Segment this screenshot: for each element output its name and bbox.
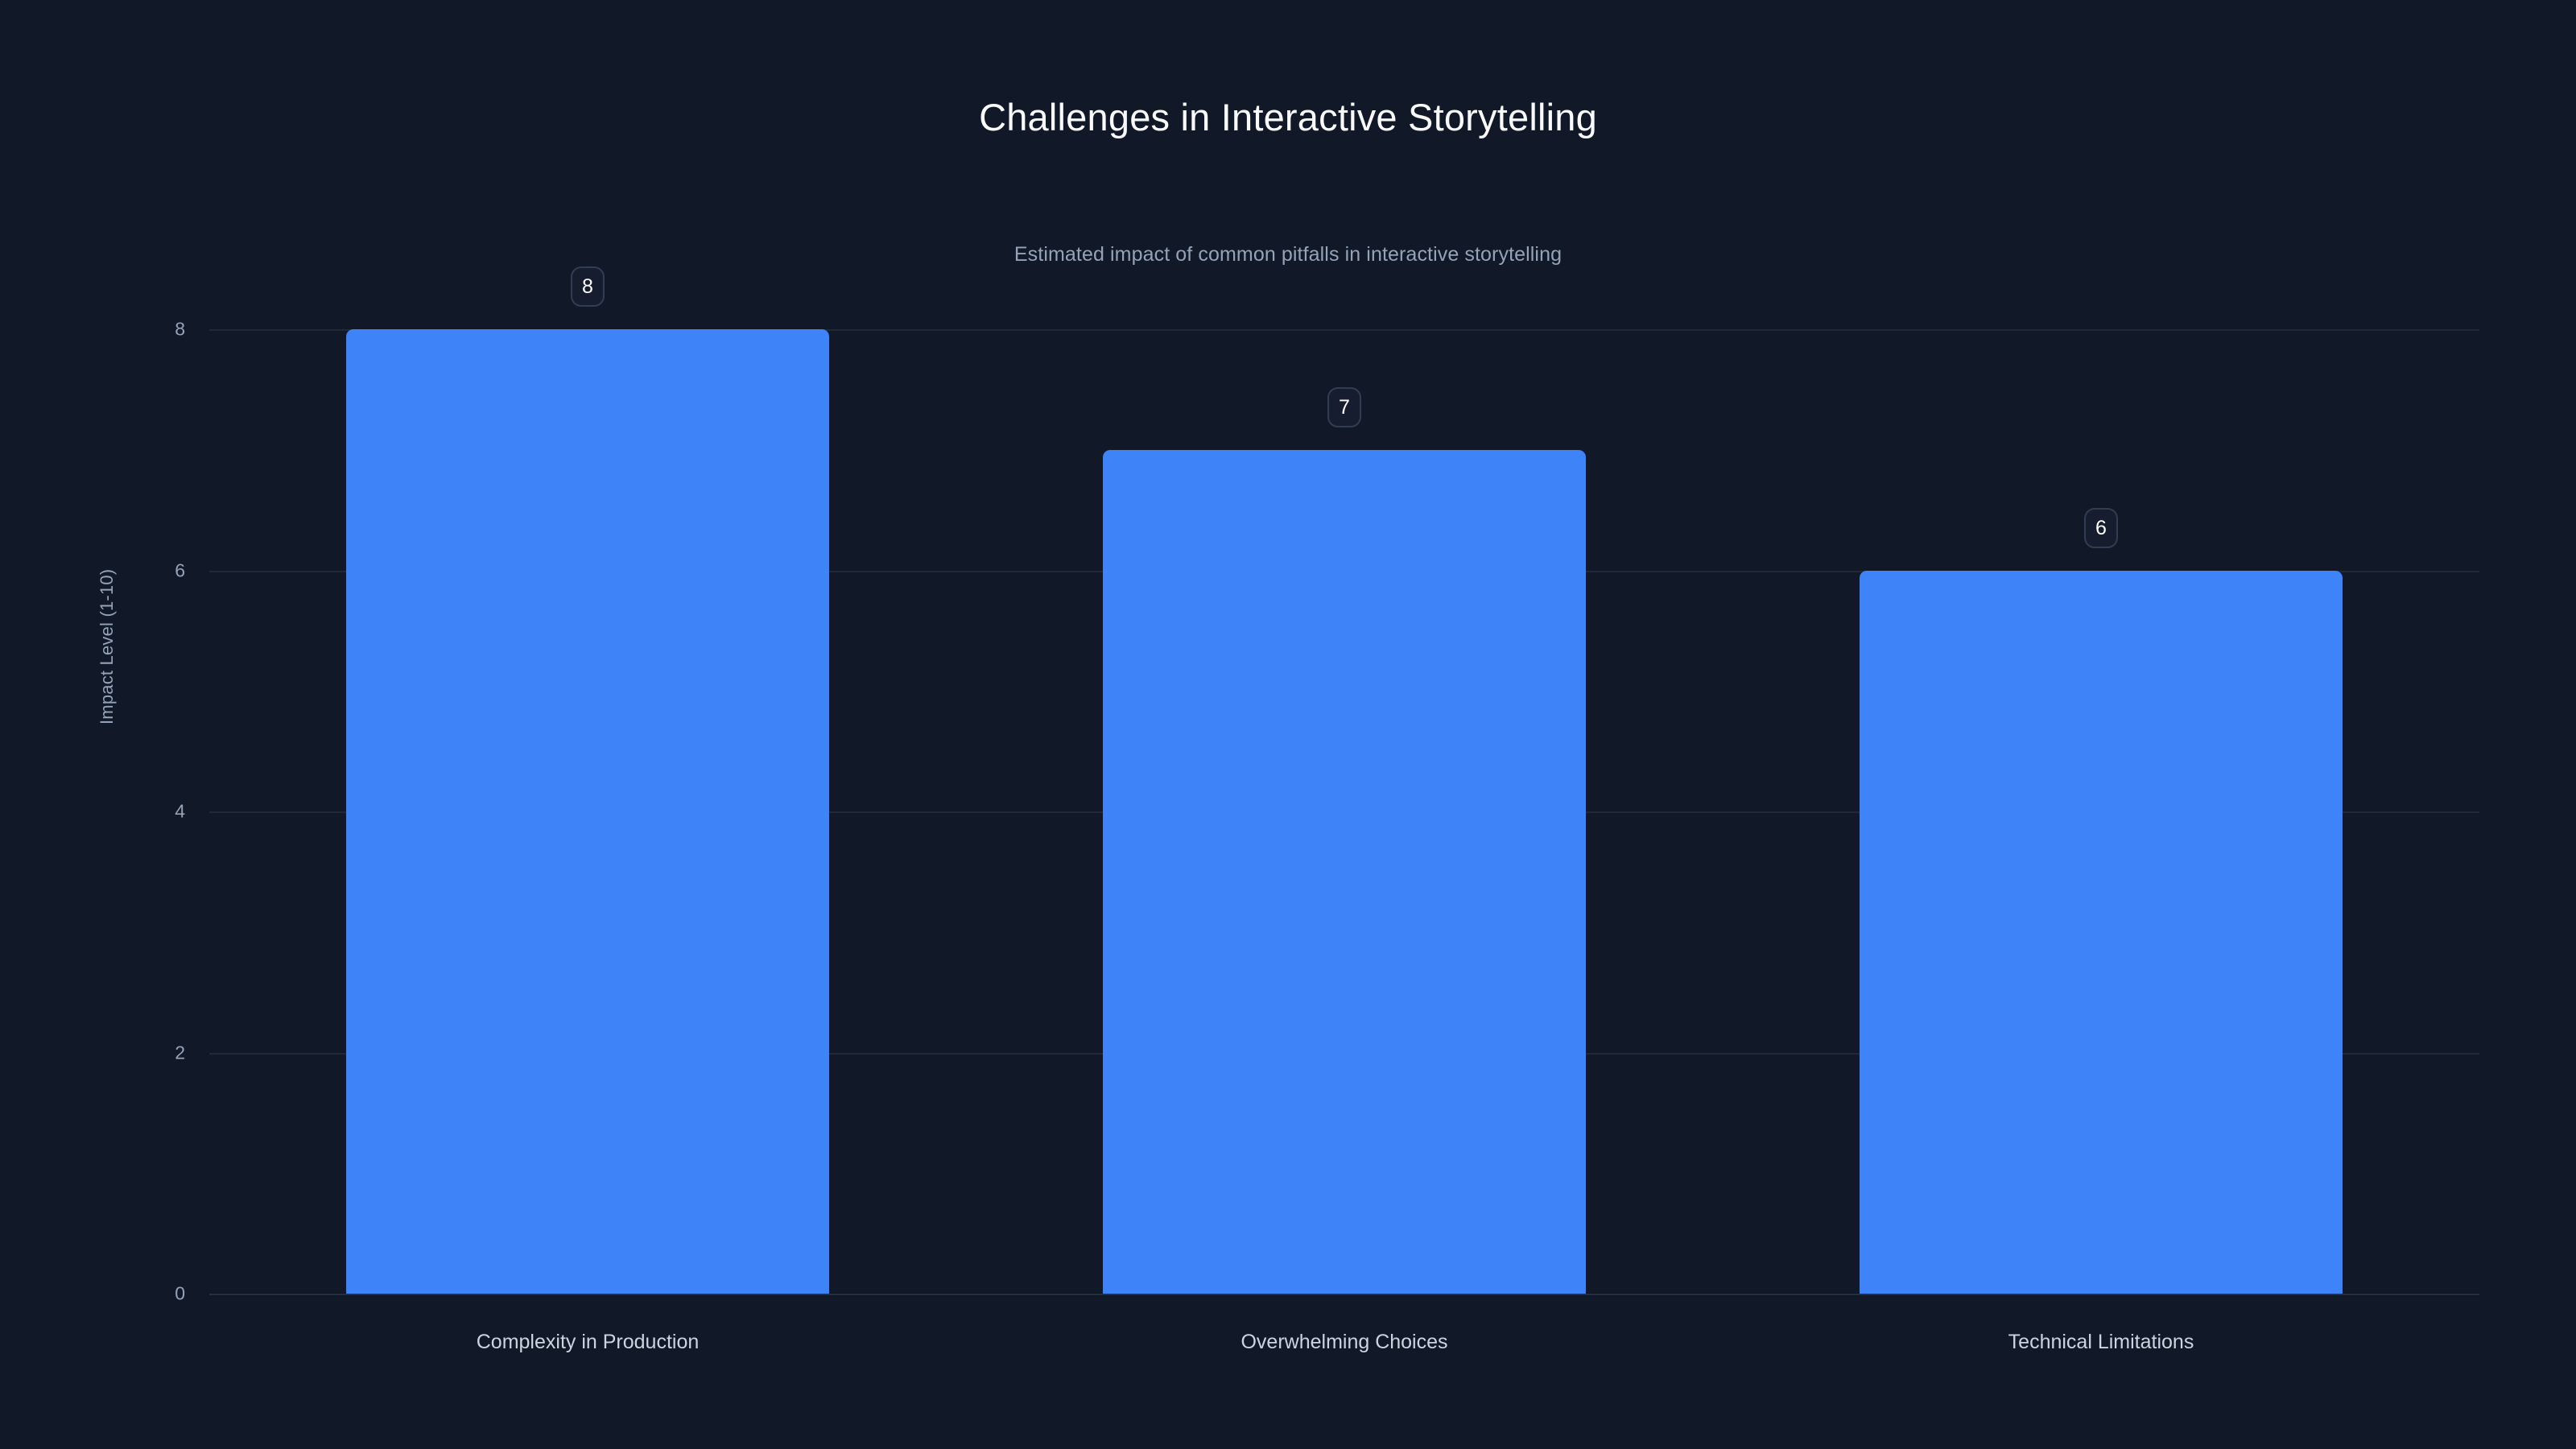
gridline-y-8 — [209, 329, 2479, 331]
x-tick-label-2: Technical Limitations — [2008, 1331, 2194, 1353]
value-badge-1: 7 — [1327, 386, 1361, 427]
gridline-y-0 — [209, 1294, 2479, 1295]
y-tick-label-2: 2 — [175, 1042, 185, 1063]
x-tick-label-1: Overwhelming Choices — [1241, 1331, 1448, 1353]
y-tick-label-0: 0 — [175, 1282, 185, 1304]
y-tick-label-6: 6 — [175, 559, 185, 580]
bar-2[interactable] — [1860, 570, 2343, 1294]
value-badge-0: 8 — [571, 266, 605, 307]
bar-0[interactable] — [346, 329, 829, 1294]
chart-title: Challenges in Interactive Storytelling — [979, 96, 1597, 138]
y-axis-label: Impact Level (1-10) — [97, 568, 117, 724]
y-tick-label-8: 8 — [175, 318, 185, 340]
value-badge-2: 6 — [2084, 507, 2118, 548]
chart-subtitle: Estimated impact of common pitfalls in i… — [1013, 243, 1563, 266]
plot-area — [209, 306, 2479, 1295]
bar-1[interactable] — [1103, 449, 1586, 1294]
y-tick-label-4: 4 — [175, 800, 185, 822]
x-tick-label-0: Complexity in Production — [476, 1331, 700, 1353]
